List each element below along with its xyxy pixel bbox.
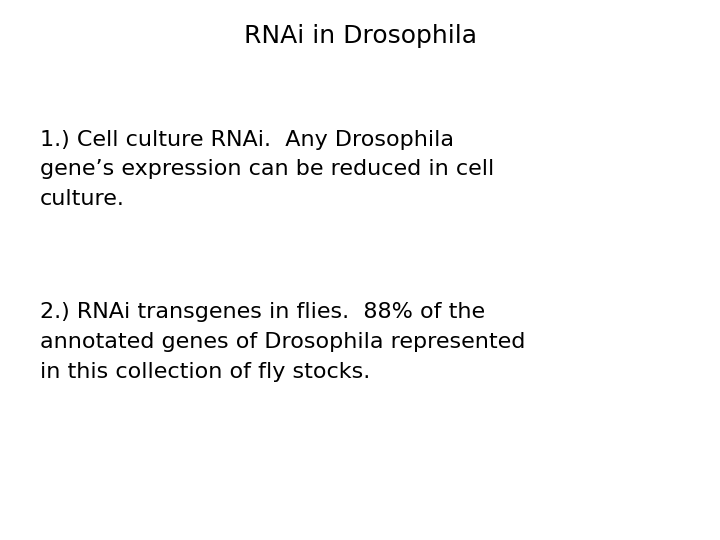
Text: 1.) Cell culture RNAi.  Any Drosophila
gene’s expression can be reduced in cell
: 1.) Cell culture RNAi. Any Drosophila ge… xyxy=(40,130,494,209)
Text: RNAi in Drosophila: RNAi in Drosophila xyxy=(243,24,477,48)
Text: 2.) RNAi transgenes in flies.  88% of the
annotated genes of Drosophila represen: 2.) RNAi transgenes in flies. 88% of the… xyxy=(40,302,525,382)
